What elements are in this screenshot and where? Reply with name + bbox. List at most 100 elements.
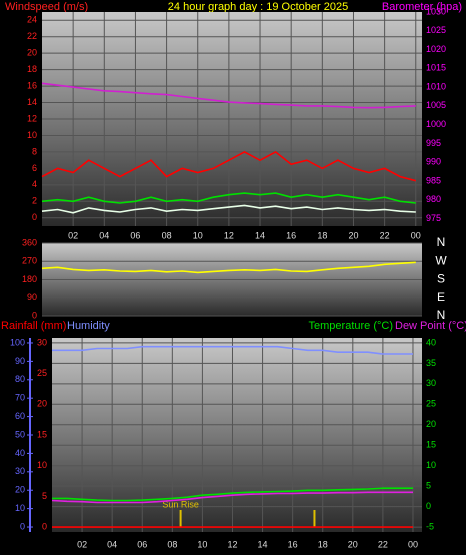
y3-tick-label: 50: [15, 429, 25, 439]
y-tick-label: 8: [32, 146, 37, 156]
y2-tick-label: N: [437, 235, 446, 249]
x-tick-label: 12: [224, 230, 234, 240]
series-line: [41, 261, 416, 274]
y-tick-label: 20: [37, 399, 47, 409]
series-line: [41, 192, 416, 204]
x-tick-label: 22: [380, 230, 390, 240]
sun-label: Sun Rise: [162, 499, 199, 509]
wind-axis-label: Windspeed (m/s): [5, 1, 88, 13]
y-tick-label: 30: [37, 337, 47, 347]
series-line: [52, 345, 413, 355]
y3-tick-label: 30: [15, 466, 25, 476]
y-tick-label: 5: [42, 491, 47, 501]
y-tick-label: 180: [22, 274, 37, 284]
y2-tick-label: 1000: [426, 119, 446, 129]
dewpoint-label: Dew Point (°C): [395, 320, 466, 332]
y-tick-label: 12: [27, 113, 37, 123]
humidity-label: Humidity: [67, 320, 110, 332]
y-tick-label: 10: [27, 130, 37, 140]
chart-title: 24 hour graph day : 19 October 2025: [168, 1, 348, 13]
rain-label: Rainfall (mm): [1, 320, 66, 332]
plot-background: [52, 338, 422, 532]
y2-tick-label: 25: [426, 399, 436, 409]
x-tick-label: 04: [99, 230, 109, 240]
y-tick-label: 14: [27, 97, 37, 107]
series-line: [52, 487, 413, 502]
y2-tick-label: 15: [426, 440, 436, 450]
y2-tick-label: 990: [426, 157, 441, 167]
y3-tick-label: 60: [15, 411, 25, 421]
y2-tick-label: 5: [426, 481, 431, 491]
x-tick-label: 18: [318, 539, 328, 549]
y3-tick-label: 90: [15, 356, 25, 366]
y2-tick-label: 1025: [426, 25, 446, 35]
y-tick-label: 2: [32, 196, 37, 206]
y3-tick-label: 70: [15, 393, 25, 403]
y-tick-label: 270: [22, 256, 37, 266]
x-tick-label: 06: [130, 230, 140, 240]
y2-tick-label: -5: [426, 521, 434, 531]
barometer-axis-label: Barometer (hpa): [382, 1, 462, 13]
y2-tick-label: 1010: [426, 81, 446, 91]
y2-tick-label: 20: [426, 419, 436, 429]
x-tick-label: 08: [162, 230, 172, 240]
y2-tick-label: 1015: [426, 63, 446, 73]
y2-tick-label: 985: [426, 175, 441, 185]
series-line: [41, 150, 417, 182]
y2-tick-label: N: [437, 308, 446, 322]
x-tick-label: 20: [348, 230, 358, 240]
series-line: [41, 82, 416, 109]
series-line: [41, 204, 416, 214]
y2-tick-label: 1005: [426, 100, 446, 110]
y2-tick-label: E: [437, 290, 445, 304]
y-tick-label: 6: [32, 163, 37, 173]
x-tick-label: 22: [378, 539, 388, 549]
y-tick-label: 0: [32, 310, 37, 320]
y2-tick-label: S: [437, 272, 445, 286]
y-tick-label: 10: [37, 460, 47, 470]
y3-tick-label: 80: [15, 374, 25, 384]
y3-tick-label: 0: [20, 521, 25, 531]
x-tick-label: 00: [411, 230, 421, 240]
y2-tick-label: 980: [426, 194, 441, 204]
y2-tick-label: W: [435, 253, 447, 267]
y2-tick-label: 30: [426, 378, 436, 388]
x-tick-label: 12: [227, 539, 237, 549]
y-tick-label: 24: [27, 15, 37, 25]
y2-tick-label: 10: [426, 460, 436, 470]
x-tick-label: 20: [348, 539, 358, 549]
y-tick-label: 360: [22, 237, 37, 247]
x-tick-label: 04: [107, 539, 117, 549]
y-tick-label: 4: [32, 179, 37, 189]
x-tick-label: 08: [167, 539, 177, 549]
x-tick-label: 06: [137, 539, 147, 549]
y3-tick-label: 10: [15, 503, 25, 513]
y3-tick-label: 100: [10, 337, 25, 347]
y2-tick-label: 0: [426, 501, 431, 511]
x-tick-label: 02: [68, 230, 78, 240]
x-tick-label: 18: [317, 230, 327, 240]
y-tick-label: 90: [27, 292, 37, 302]
y-tick-label: 15: [37, 429, 47, 439]
x-tick-label: 10: [197, 539, 207, 549]
x-tick-label: 16: [288, 539, 298, 549]
x-tick-label: 14: [258, 539, 268, 549]
x-tick-label: 10: [193, 230, 203, 240]
y-tick-label: 20: [27, 48, 37, 58]
x-tick-label: 14: [255, 230, 265, 240]
y-tick-label: 0: [32, 212, 37, 222]
y2-tick-label: 975: [426, 213, 441, 223]
y-tick-label: 25: [37, 368, 47, 378]
temperature-label: Temperature (°C): [309, 320, 393, 332]
y2-tick-label: 40: [426, 337, 436, 347]
x-tick-label: 02: [77, 539, 87, 549]
y3-tick-label: 40: [15, 448, 25, 458]
y2-tick-label: 995: [426, 138, 441, 148]
y-tick-label: 0: [42, 521, 47, 531]
y-tick-label: 16: [27, 80, 37, 90]
x-tick-label: 00: [408, 539, 418, 549]
y-tick-label: 18: [27, 64, 37, 74]
series-line: [51, 491, 413, 504]
y3-tick-label: 20: [15, 485, 25, 495]
y2-tick-label: 1030: [426, 6, 446, 16]
